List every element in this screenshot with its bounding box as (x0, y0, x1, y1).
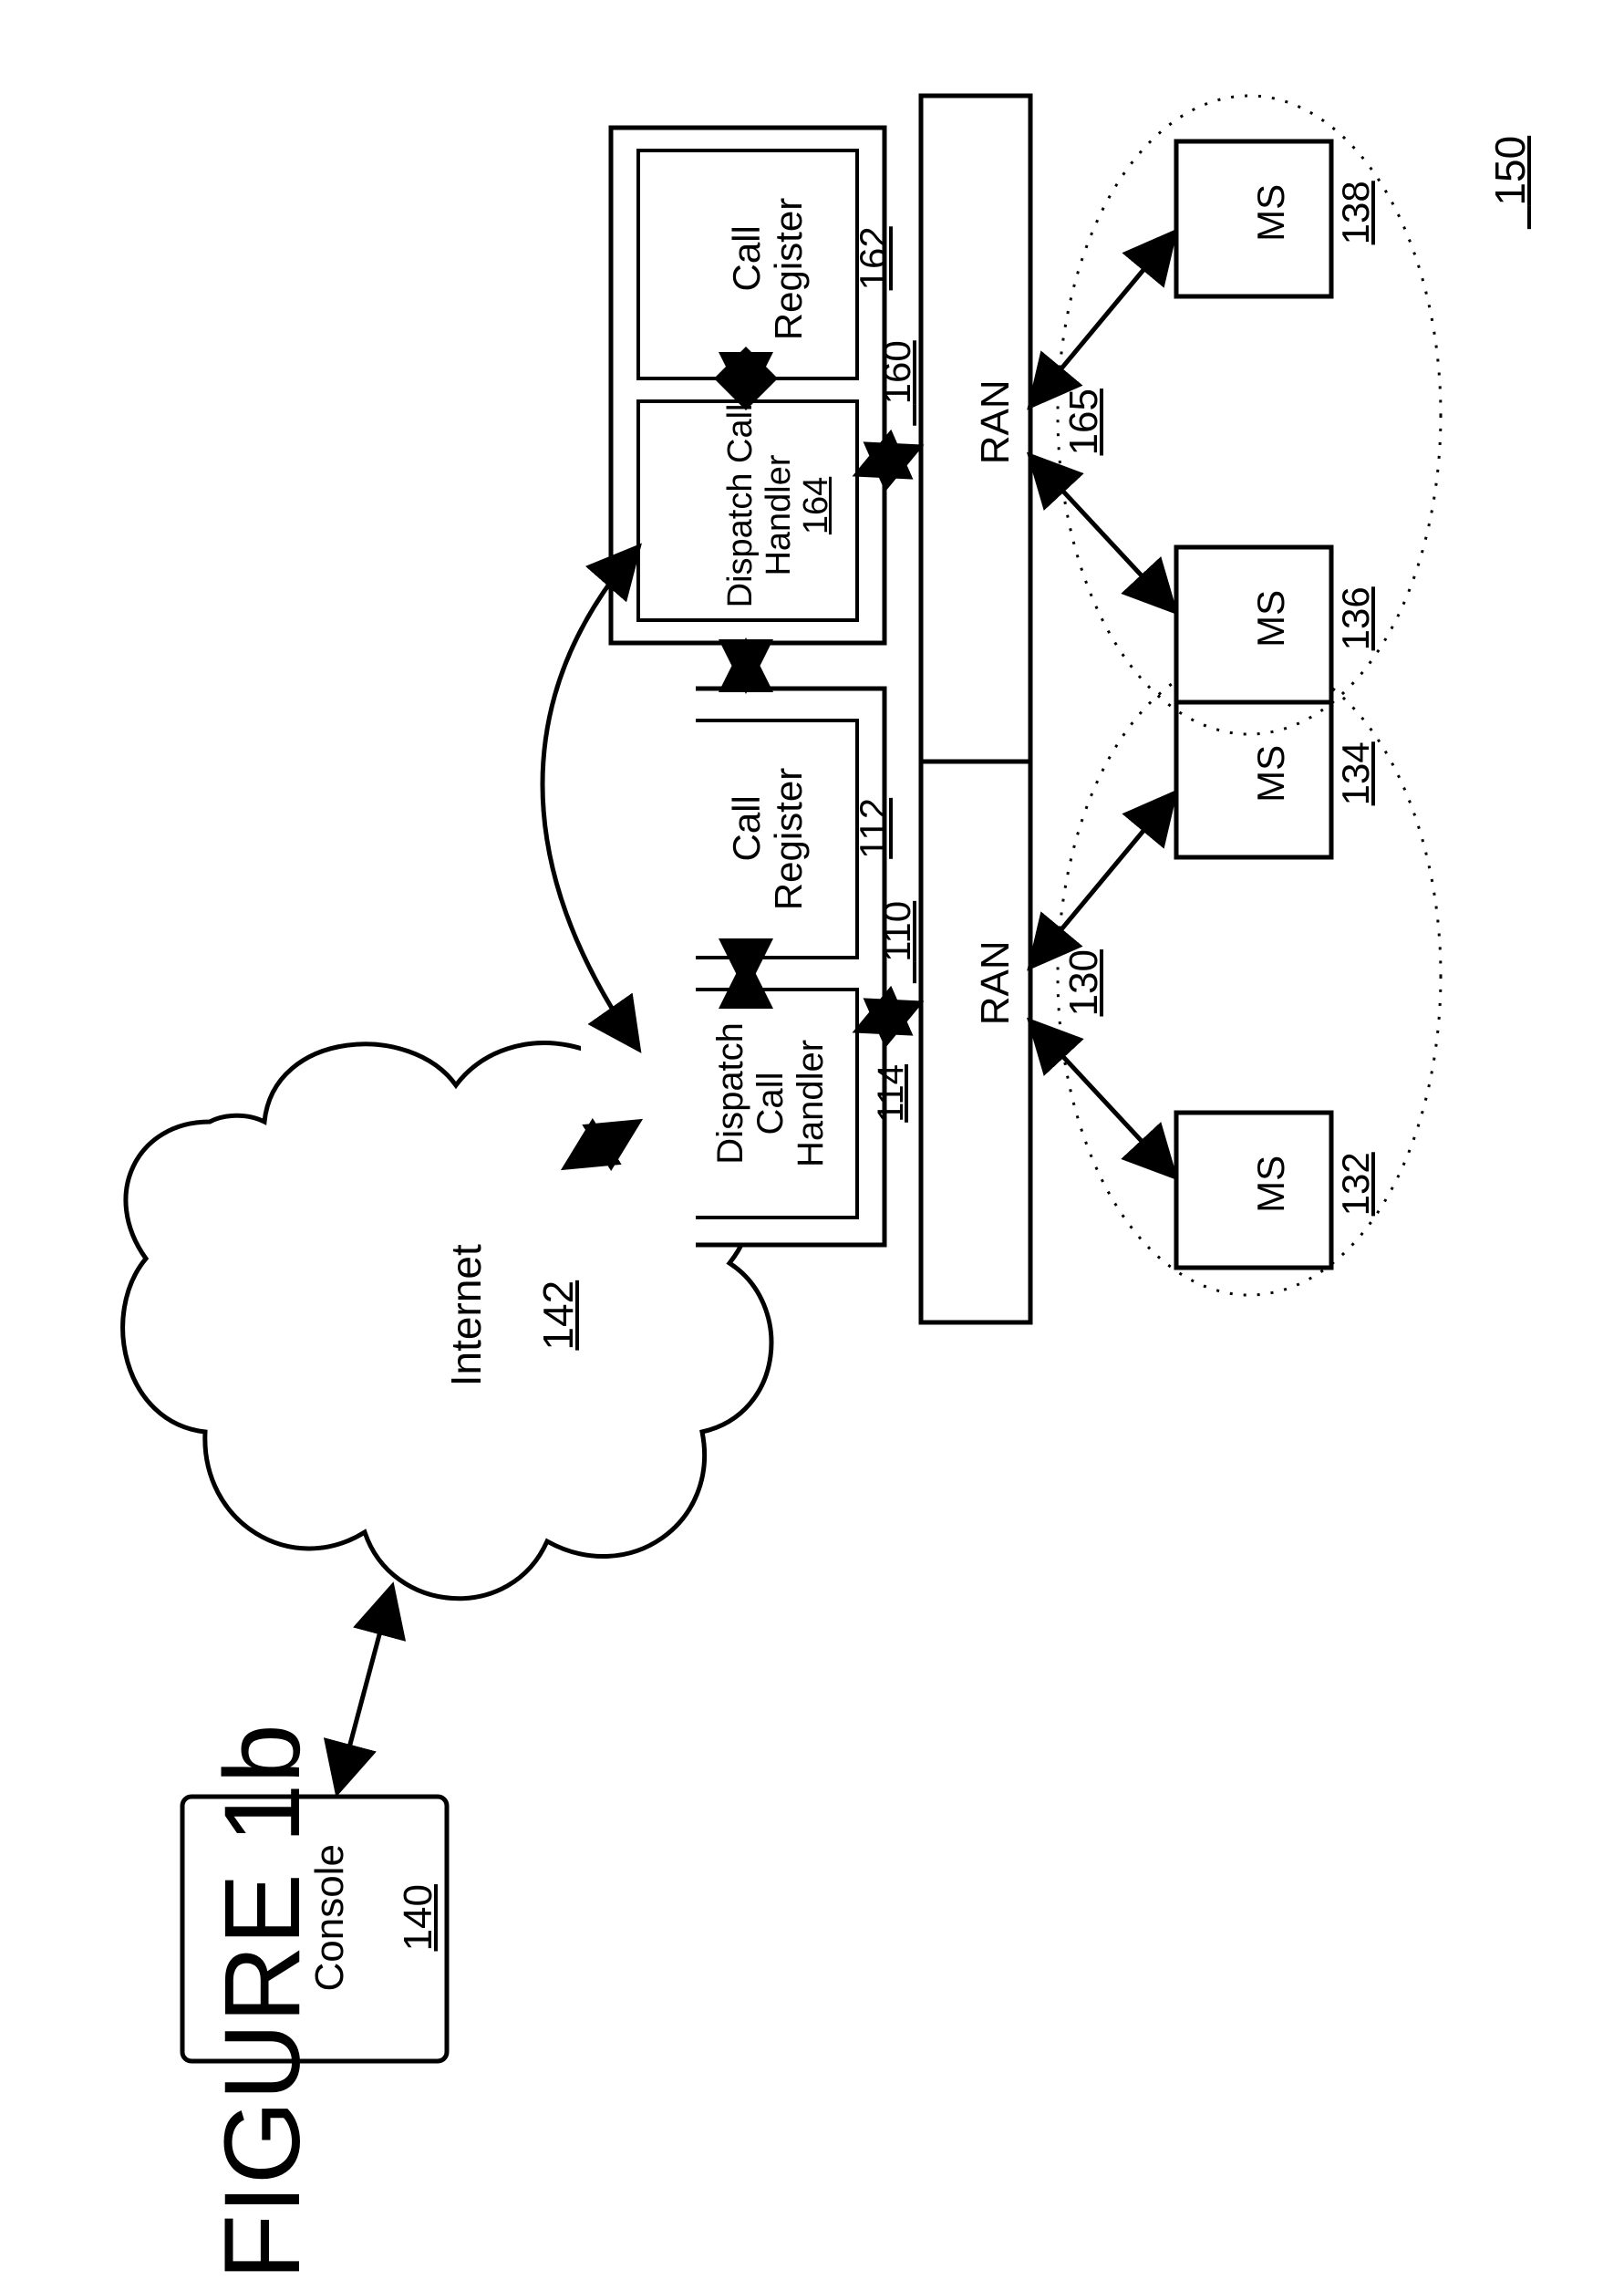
internet-title: Internet (442, 1244, 490, 1386)
dh164-label: Dispatch Call Handler 164 (684, 388, 812, 643)
dh114-ref: 114 (871, 1064, 911, 1123)
cr112-label: Call Register 112 (684, 730, 812, 948)
ms132-ref: 132 (1334, 1152, 1377, 1216)
switch160-ref-text: 160 (875, 340, 918, 404)
ms136-ref: 136 (1334, 586, 1377, 650)
ms136-label: MS 136 (1208, 556, 1299, 702)
console-label: Console 140 (264, 1829, 365, 2029)
edge-ran165-ms138 (1030, 233, 1174, 406)
ms134-title: MS (1249, 745, 1292, 803)
ran130-ref: 130 (1061, 949, 1106, 1016)
cr162-title: Call Register (725, 198, 810, 340)
overall-ref-text: 150 (1486, 136, 1534, 206)
switch160-ref: 160 (834, 328, 880, 438)
ms134-ref: 134 (1334, 741, 1377, 805)
dh114-label: Dispatch Call Handler 114 (670, 990, 825, 1218)
ms136-title: MS (1249, 590, 1292, 648)
edge-ran130-ms134 (1030, 793, 1174, 967)
ran130-title: RAN (973, 940, 1018, 1025)
console-title: Console (307, 1844, 352, 1991)
ms132-title: MS (1249, 1156, 1292, 1213)
dh114-title: Dispatch Call Handler (710, 1022, 831, 1167)
ms138-ref: 138 (1334, 181, 1377, 244)
cr112-title: Call Register (725, 768, 810, 910)
cr112-ref: 112 (852, 798, 895, 859)
internet-ref: 142 (534, 1280, 582, 1351)
ms134-label: MS 134 (1208, 711, 1299, 857)
cr162-label: Call Register 162 (684, 160, 812, 378)
switch110-ref-text: 110 (875, 901, 918, 962)
ran130-label: RAN 130 (930, 921, 1021, 1067)
edge-ran165-ms136 (1030, 456, 1174, 611)
console-ref: 140 (396, 1884, 440, 1951)
dh164-ref: 164 (797, 477, 835, 534)
ms138-label: MS 138 (1208, 150, 1299, 296)
ms138-title: MS (1249, 184, 1292, 242)
ran165-title: RAN (973, 379, 1018, 464)
ran165-ref: 165 (1061, 389, 1106, 455)
overall-ref: 150 (1441, 128, 1495, 237)
edge-ran130-ms132 (1030, 1021, 1174, 1176)
diagram-canvas: FIGURE 1b 150 Internet 142 Console 140 1… (0, 0, 1624, 2256)
cr162-ref: 162 (852, 226, 895, 290)
switch110-ref: 110 (834, 887, 880, 997)
ran165-label: RAN 165 (930, 360, 1021, 506)
ms132-label: MS 132 (1208, 1122, 1299, 1268)
internet-label: Internet 142 (397, 1227, 497, 1427)
dh164-title: Dispatch Call Handler (721, 404, 798, 608)
